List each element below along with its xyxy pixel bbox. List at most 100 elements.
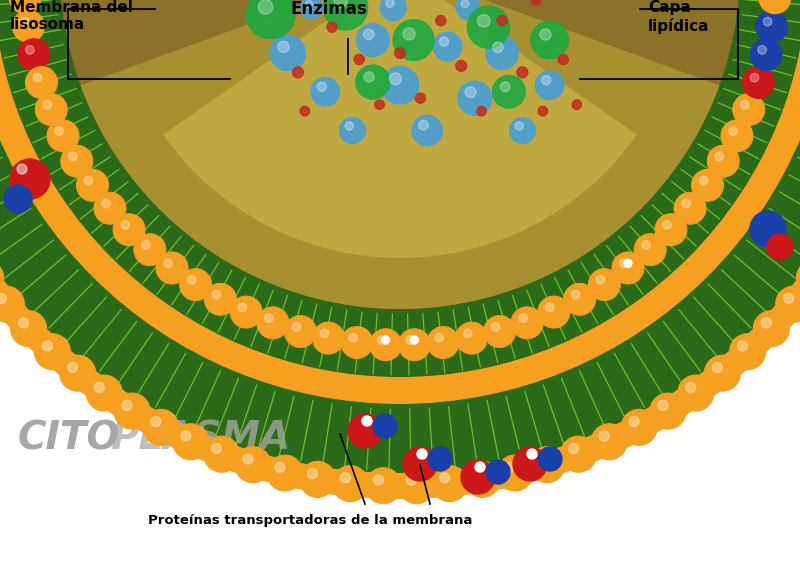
Circle shape <box>257 307 289 339</box>
Circle shape <box>327 22 337 32</box>
Circle shape <box>43 101 51 109</box>
Circle shape <box>569 443 578 453</box>
Circle shape <box>34 73 42 82</box>
Circle shape <box>758 46 766 54</box>
Circle shape <box>204 283 236 315</box>
Circle shape <box>497 15 507 26</box>
Circle shape <box>267 455 303 491</box>
Circle shape <box>235 447 271 483</box>
Circle shape <box>561 436 597 472</box>
Circle shape <box>278 41 289 52</box>
Circle shape <box>212 290 221 299</box>
Circle shape <box>26 67 58 98</box>
Circle shape <box>0 286 24 322</box>
Circle shape <box>513 447 547 481</box>
Circle shape <box>540 29 551 40</box>
Circle shape <box>243 454 253 464</box>
Circle shape <box>518 314 527 323</box>
Wedge shape <box>60 0 740 309</box>
Circle shape <box>122 401 132 410</box>
Circle shape <box>531 0 541 6</box>
Circle shape <box>364 72 374 82</box>
Wedge shape <box>0 0 800 499</box>
Circle shape <box>394 20 434 60</box>
Circle shape <box>529 447 565 483</box>
Circle shape <box>738 341 747 351</box>
Circle shape <box>180 269 212 300</box>
Circle shape <box>382 336 390 344</box>
Circle shape <box>537 454 547 464</box>
Circle shape <box>20 17 29 26</box>
Wedge shape <box>0 0 800 377</box>
Circle shape <box>475 462 485 472</box>
Circle shape <box>323 0 368 30</box>
Circle shape <box>134 234 166 266</box>
Circle shape <box>181 431 190 441</box>
Circle shape <box>4 185 32 213</box>
Circle shape <box>94 192 126 224</box>
Wedge shape <box>81 0 719 309</box>
Circle shape <box>9 0 41 14</box>
Circle shape <box>434 32 462 61</box>
Circle shape <box>456 0 480 20</box>
Circle shape <box>412 115 442 146</box>
Circle shape <box>164 259 172 267</box>
Circle shape <box>599 431 610 441</box>
Circle shape <box>535 71 564 100</box>
Circle shape <box>60 355 96 391</box>
Circle shape <box>564 283 596 315</box>
Circle shape <box>307 469 318 479</box>
Circle shape <box>741 101 749 109</box>
Circle shape <box>762 318 771 328</box>
Circle shape <box>121 221 130 229</box>
Circle shape <box>439 473 450 483</box>
Circle shape <box>102 199 110 208</box>
Circle shape <box>374 475 383 485</box>
Circle shape <box>458 81 492 115</box>
Circle shape <box>301 0 322 19</box>
Circle shape <box>465 87 476 98</box>
Circle shape <box>511 307 543 339</box>
Circle shape <box>493 42 503 52</box>
Circle shape <box>596 275 605 284</box>
Circle shape <box>484 316 516 348</box>
Circle shape <box>642 241 650 249</box>
Circle shape <box>363 29 374 40</box>
Circle shape <box>334 0 347 8</box>
Circle shape <box>439 37 449 46</box>
Circle shape <box>759 0 791 14</box>
Circle shape <box>10 159 50 199</box>
Circle shape <box>18 39 50 71</box>
Circle shape <box>173 424 209 460</box>
Circle shape <box>390 73 402 85</box>
Circle shape <box>0 260 4 296</box>
Circle shape <box>340 473 350 483</box>
Circle shape <box>415 93 426 104</box>
Circle shape <box>410 336 418 344</box>
Circle shape <box>462 0 469 7</box>
Circle shape <box>754 311 790 347</box>
Circle shape <box>69 152 77 160</box>
Circle shape <box>558 55 568 64</box>
Circle shape <box>26 46 34 54</box>
Circle shape <box>386 0 394 7</box>
Circle shape <box>113 214 145 246</box>
Circle shape <box>729 127 738 135</box>
Circle shape <box>493 76 525 108</box>
Circle shape <box>467 6 510 48</box>
Wedge shape <box>0 0 800 473</box>
Wedge shape <box>0 0 800 404</box>
Text: CITO: CITO <box>18 419 121 457</box>
Circle shape <box>406 475 417 485</box>
Circle shape <box>373 414 397 438</box>
Circle shape <box>10 311 46 347</box>
Circle shape <box>94 382 104 392</box>
Circle shape <box>796 260 800 296</box>
Circle shape <box>366 468 402 504</box>
Circle shape <box>306 1 312 7</box>
Circle shape <box>427 327 459 358</box>
Circle shape <box>491 323 500 331</box>
Circle shape <box>378 336 386 344</box>
Circle shape <box>721 120 753 152</box>
Circle shape <box>86 375 122 411</box>
